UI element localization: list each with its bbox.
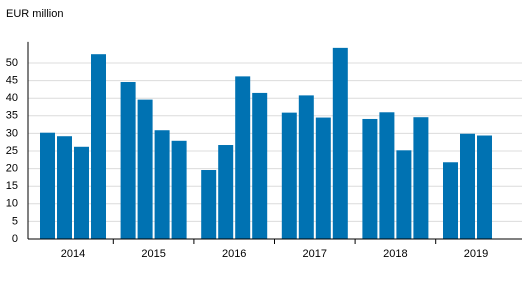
x-tick-label: 2014 [61, 248, 85, 260]
bar [235, 76, 251, 239]
y-tick-label: 10 [6, 198, 18, 210]
bar [281, 112, 297, 239]
y-tick-label: 45 [6, 75, 18, 87]
bar [154, 130, 170, 239]
x-tick-label: 2016 [222, 248, 246, 260]
bar [379, 112, 395, 239]
y-tick-label: 0 [12, 233, 18, 245]
bar [171, 140, 187, 239]
bar [332, 47, 348, 239]
x-tick-label: 2018 [383, 248, 407, 260]
y-tick-label: 35 [6, 110, 18, 122]
bar [137, 99, 153, 239]
y-tick-label: 30 [6, 127, 18, 139]
y-tick-label: 25 [6, 145, 18, 157]
bar [252, 92, 268, 239]
y-tick-label: 20 [6, 163, 18, 175]
y-tick-label: 50 [6, 57, 18, 69]
bar [460, 133, 475, 239]
y-tick-label: 40 [6, 92, 18, 104]
y-tick-label: 15 [6, 180, 18, 192]
bar [74, 146, 89, 239]
bar [120, 82, 136, 240]
bar [362, 118, 378, 239]
bar [298, 95, 314, 239]
bar [315, 117, 331, 239]
bar [396, 150, 412, 239]
y-tick-label: 5 [12, 215, 18, 227]
bar [443, 162, 458, 239]
bar [218, 145, 234, 239]
x-tick-label: 2017 [303, 248, 327, 260]
bar [57, 136, 72, 239]
bar [201, 170, 217, 239]
y-axis-label: EUR million [6, 8, 63, 20]
bar [477, 135, 492, 239]
bar [413, 117, 429, 239]
bar [40, 132, 55, 239]
bar [91, 54, 106, 240]
x-tick-label: 2019 [464, 248, 488, 260]
x-tick-label: 2015 [141, 248, 165, 260]
